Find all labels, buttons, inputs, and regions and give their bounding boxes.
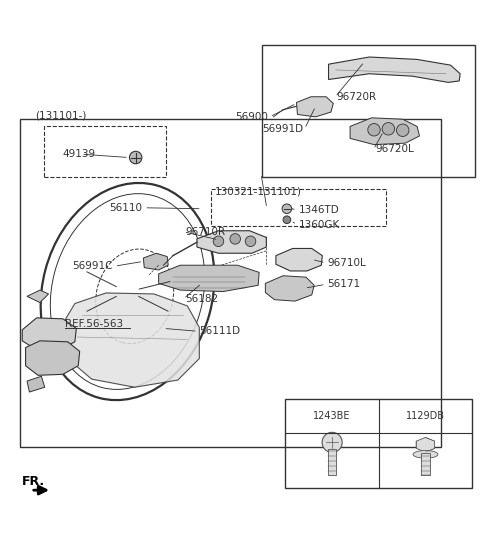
- Text: 56900: 56900: [235, 112, 268, 122]
- Polygon shape: [25, 341, 80, 375]
- Polygon shape: [421, 454, 430, 475]
- Text: 1346TD: 1346TD: [299, 205, 339, 215]
- Polygon shape: [144, 253, 168, 270]
- Polygon shape: [22, 318, 76, 349]
- Text: 1243BE: 1243BE: [313, 411, 351, 421]
- Polygon shape: [416, 437, 434, 452]
- Circle shape: [382, 123, 395, 135]
- Text: 56991D: 56991D: [262, 124, 303, 134]
- Text: (131101-): (131101-): [35, 111, 86, 120]
- Circle shape: [245, 236, 256, 247]
- Text: FR.: FR.: [22, 475, 45, 488]
- Circle shape: [213, 236, 224, 247]
- Text: 49139: 49139: [62, 149, 95, 159]
- Circle shape: [130, 151, 142, 164]
- Polygon shape: [27, 376, 45, 392]
- Text: 56111D: 56111D: [199, 326, 240, 336]
- Text: 56991C: 56991C: [72, 261, 113, 271]
- Polygon shape: [197, 231, 266, 253]
- Text: 56171: 56171: [327, 279, 360, 289]
- Polygon shape: [60, 293, 199, 387]
- Text: 1360GK: 1360GK: [299, 220, 340, 229]
- Text: REF.56-563: REF.56-563: [65, 319, 123, 329]
- Text: 130321-131101): 130321-131101): [215, 186, 301, 197]
- Circle shape: [322, 433, 342, 453]
- Circle shape: [368, 124, 380, 136]
- Polygon shape: [297, 97, 333, 117]
- Circle shape: [230, 234, 240, 244]
- Polygon shape: [350, 118, 420, 145]
- Text: 1129DB: 1129DB: [406, 411, 445, 421]
- Ellipse shape: [413, 450, 438, 458]
- Circle shape: [282, 204, 292, 213]
- Polygon shape: [276, 248, 323, 271]
- Text: 56110: 56110: [109, 203, 142, 213]
- Polygon shape: [328, 449, 336, 475]
- Text: 96720R: 96720R: [336, 92, 377, 102]
- Text: 56182: 56182: [185, 294, 218, 303]
- Text: 96710R: 96710R: [185, 227, 225, 237]
- Polygon shape: [265, 276, 314, 301]
- Polygon shape: [328, 57, 460, 83]
- Text: 96720L: 96720L: [375, 144, 414, 154]
- Circle shape: [396, 124, 409, 137]
- Polygon shape: [27, 290, 48, 302]
- Polygon shape: [158, 265, 259, 292]
- Circle shape: [283, 216, 291, 224]
- Text: 96710L: 96710L: [327, 258, 366, 268]
